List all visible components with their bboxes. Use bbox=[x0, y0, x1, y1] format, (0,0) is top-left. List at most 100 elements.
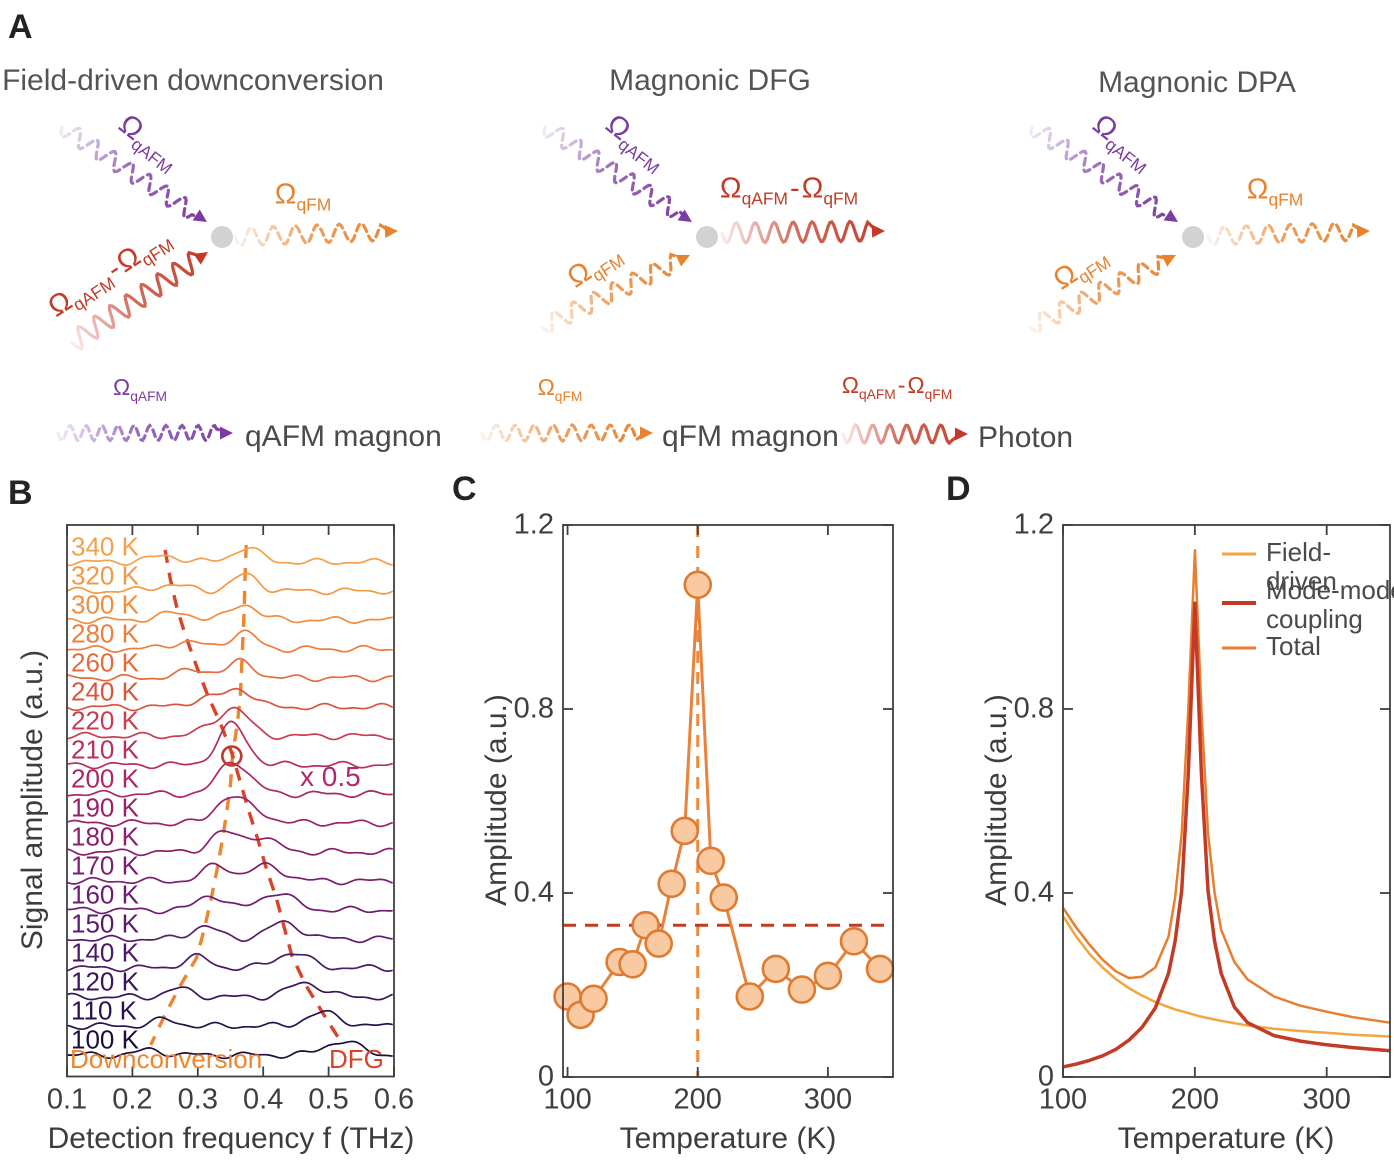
spectrum-trace-100-K bbox=[66, 1040, 393, 1060]
legend-wave-photon bbox=[841, 422, 968, 446]
temperature-label-260-K: 260 K bbox=[71, 647, 139, 678]
temperature-label-220-K: 220 K bbox=[71, 705, 139, 736]
spectrum-trace-280-K bbox=[66, 629, 393, 654]
temperature-label-120-K: 120 K bbox=[71, 966, 139, 997]
data-point-260K bbox=[761, 954, 791, 984]
temperature-label-300-K: 300 K bbox=[71, 589, 139, 620]
interaction-dot bbox=[696, 226, 718, 248]
panel-b-x-tick-0.3: 0.3 bbox=[177, 1083, 218, 1116]
data-point-180K bbox=[657, 869, 686, 899]
spectrum-trace-320-K bbox=[66, 572, 394, 596]
data-point-120K bbox=[579, 984, 608, 1014]
interaction-dot bbox=[1182, 226, 1204, 248]
data-point-200K bbox=[683, 570, 713, 600]
spectrum-trace-210-K bbox=[66, 720, 393, 770]
panel-c-scatter-plot-y-tick-0.4: 0.4 bbox=[513, 876, 554, 909]
legend-label-qafm-magnon: qAFM magnon bbox=[245, 420, 442, 453]
photon-wave-output bbox=[720, 219, 885, 245]
panel-d-line-plot-y-tick-0: 0 bbox=[1037, 1060, 1054, 1093]
spectrum-trace-260-K bbox=[66, 657, 393, 683]
trend-line-dfg bbox=[163, 549, 344, 1044]
panel-b-x-tick-0.4: 0.4 bbox=[243, 1083, 284, 1116]
panel-c-y-axis-label: Amplitude (a.u.) bbox=[480, 694, 513, 906]
omega-label-qfm-output: ΩqFM bbox=[1246, 173, 1304, 210]
panel-d-line-plot bbox=[1061, 524, 1391, 1078]
panel-d-line-plot-y-tick-1.2: 1.2 bbox=[1013, 508, 1054, 541]
panel-b-letter: B bbox=[8, 474, 33, 512]
panel-b-y-axis-label: Signal amplitude (a.u.) bbox=[16, 649, 49, 951]
spectrum-trace-220-K bbox=[66, 706, 393, 741]
panel-d-line-plot-y-tick-0.8: 0.8 bbox=[1013, 692, 1054, 725]
data-point-190K bbox=[670, 816, 700, 846]
panel-c-scatter-plot bbox=[553, 524, 895, 1078]
spectrum-trace-340-K bbox=[67, 546, 393, 567]
data-point-220K bbox=[709, 883, 739, 912]
spectrum-trace-240-K bbox=[66, 687, 394, 712]
diagram-title-field-driven-downconversion: Field-driven downconversion bbox=[2, 64, 384, 97]
legend-omega-qfm: ΩqFM bbox=[537, 374, 583, 404]
curve-total bbox=[1061, 549, 1391, 1024]
spectrum-trace-110-K bbox=[66, 1009, 393, 1031]
diagram-title-magnonic-dfg: Magnonic DFG bbox=[609, 64, 811, 97]
qfm-magnon-wave-output bbox=[1206, 221, 1370, 247]
panel-b-x-tick-0.6: 0.6 bbox=[373, 1083, 415, 1116]
temperature-label-100-K: 100 K bbox=[71, 1024, 139, 1055]
panel-d-letter: D bbox=[946, 470, 971, 508]
temperature-label-140-K: 140 K bbox=[71, 937, 139, 968]
panel-c-scatter-plot-y-tick-0: 0 bbox=[537, 1060, 554, 1093]
legend-label-photon: Photon bbox=[978, 421, 1074, 454]
panel-c-scatter-plot-y-tick-0.8: 0.8 bbox=[513, 692, 554, 725]
qafm-magnon-wave-input bbox=[1029, 125, 1178, 222]
panel-d-line-plot-x-tick-300: 300 bbox=[1302, 1083, 1351, 1116]
temperature-label-180-K: 180 K bbox=[71, 821, 139, 852]
spectrum-trace-200-K bbox=[66, 761, 393, 799]
data-point-340K bbox=[865, 954, 895, 984]
temperature-label-200-K: 200 K bbox=[71, 763, 139, 794]
diagram-title-magnonic-dpa: Magnonic DPA bbox=[1098, 66, 1296, 99]
panel-b-x-tick-0.5: 0.5 bbox=[308, 1083, 349, 1116]
panel-b-x-tick-0.2: 0.2 bbox=[112, 1083, 153, 1116]
panel-c-scatter-plot-x-tick-100: 100 bbox=[543, 1083, 592, 1116]
circle-annotation-210K bbox=[221, 745, 243, 767]
legend-omega-photon: ΩqAFM-ΩqFM bbox=[841, 372, 953, 402]
data-point-280K bbox=[787, 975, 817, 1004]
legend-omega-qafm: ΩqAFM bbox=[113, 374, 167, 404]
panel-c-scatter-plot-x-tick-300: 300 bbox=[803, 1083, 853, 1116]
spectrum-trace-190-K bbox=[66, 796, 393, 828]
spectrum-trace-300-K bbox=[67, 604, 393, 625]
curve-field-driven bbox=[1061, 915, 1391, 1038]
qafm-magnon-wave-input bbox=[542, 125, 692, 222]
spectrum-trace-140-K bbox=[66, 952, 393, 973]
omega-label-photon-output: ΩqAFM-ΩqFM bbox=[719, 172, 859, 209]
panel-d-line-plot-x-tick-200: 200 bbox=[1170, 1083, 1220, 1116]
panel-b-frame bbox=[66, 524, 395, 1078]
panel-b-x-tick-0.1: 0.1 bbox=[46, 1083, 88, 1116]
temperature-label-240-K: 240 K bbox=[71, 676, 139, 707]
qfm-magnon-wave-input bbox=[1028, 254, 1176, 335]
spectrum-trace-170-K bbox=[66, 862, 394, 886]
spectrum-trace-160-K bbox=[67, 893, 393, 915]
spectrum-trace-150-K bbox=[66, 920, 393, 944]
data-point-320K bbox=[839, 926, 869, 956]
panel-b-waterfall-plot bbox=[66, 524, 395, 1078]
panel-c-x-axis-label: Temperature (K) bbox=[619, 1122, 837, 1155]
omega-label-qfm-output: ΩqFM bbox=[274, 178, 332, 215]
spectrum-trace-180-K bbox=[66, 829, 393, 857]
photon-wave-input bbox=[70, 250, 208, 351]
panel-a-letter: A bbox=[8, 8, 33, 46]
temperature-label-160-K: 160 K bbox=[71, 879, 139, 910]
legend-wave-qafm bbox=[56, 423, 233, 443]
temperature-label-280-K: 280 K bbox=[71, 618, 139, 649]
temperature-label-320-K: 320 K bbox=[71, 560, 139, 591]
spectrum-trace-120-K bbox=[66, 981, 394, 1001]
panel-c-scatter-plot-y-tick-1.2: 1.2 bbox=[513, 508, 554, 541]
legend-wave-qfm bbox=[480, 422, 653, 444]
data-point-300K bbox=[813, 961, 843, 991]
data-point-170K bbox=[644, 929, 673, 958]
panel-d-line-plot-y-tick-0.4: 0.4 bbox=[1013, 876, 1054, 909]
interaction-dot bbox=[211, 226, 233, 248]
data-point-150K bbox=[618, 949, 647, 979]
temperature-label-150-K: 150 K bbox=[71, 908, 139, 939]
annotation-downconversion: Downconversion bbox=[70, 1044, 263, 1074]
